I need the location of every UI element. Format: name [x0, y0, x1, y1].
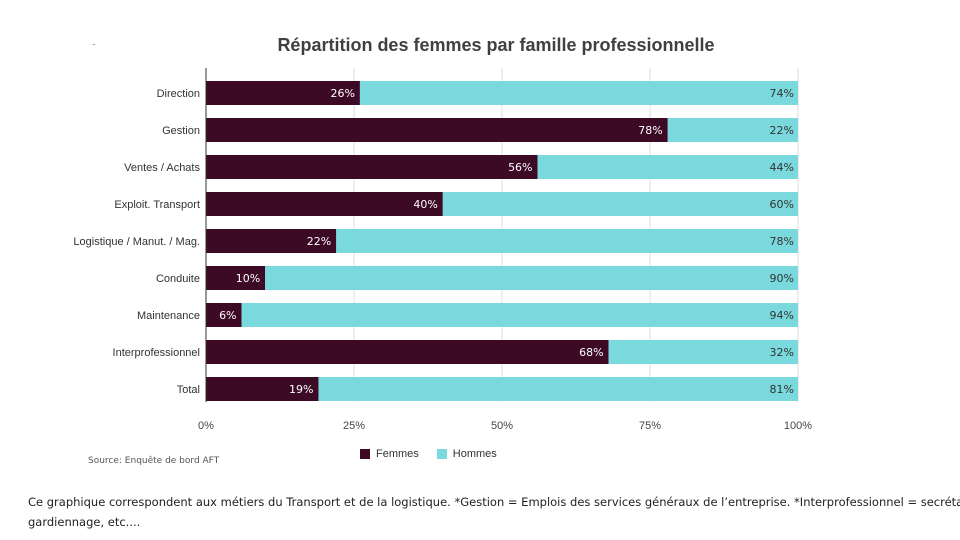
bar-chart: 0% 25% 50% 75% 100% Direction 26% 74% Gestion 78%…	[73, 68, 812, 432]
bar-femmes	[206, 340, 609, 364]
x-tick-label: 50%	[491, 420, 513, 432]
data-label: 44%	[770, 161, 794, 174]
data-label: 81%	[770, 383, 794, 396]
data-label: 6%	[219, 309, 236, 322]
category-label: Total	[177, 384, 200, 396]
bar-hommes	[537, 155, 798, 179]
data-label: 78%	[770, 235, 794, 248]
category-label: Exploit. Transport	[114, 199, 200, 211]
category-label: Logistique / Manut. / Mag.	[73, 236, 200, 248]
bar-femmes	[206, 192, 443, 216]
bar-femmes	[206, 118, 668, 142]
category-label: Ventes / Achats	[124, 162, 200, 174]
bar-hommes	[241, 303, 798, 327]
decorative-dot	[93, 44, 95, 45]
bar-femmes	[206, 303, 242, 327]
legend: Femmes Hommes	[360, 448, 497, 460]
bar-hommes	[265, 266, 798, 290]
bar-femmes	[206, 266, 266, 290]
bar-hommes	[608, 340, 798, 364]
data-label: 32%	[770, 346, 794, 359]
category-label: Maintenance	[137, 310, 200, 322]
data-label: 10%	[236, 272, 260, 285]
legend-label: Femmes	[376, 448, 419, 460]
data-label: 56%	[508, 161, 532, 174]
data-label: 74%	[770, 87, 794, 100]
bar-hommes	[442, 192, 798, 216]
category-label: Conduite	[156, 273, 200, 285]
legend-swatch-femmes	[360, 449, 370, 459]
category-label: Gestion	[162, 125, 200, 137]
data-label: 60%	[770, 198, 794, 211]
legend-label: Hommes	[452, 448, 497, 460]
x-tick-label: 75%	[639, 420, 661, 432]
data-label: 22%	[307, 235, 331, 248]
x-tick-label: 100%	[784, 420, 812, 432]
legend-item-femmes: Femmes	[360, 448, 419, 460]
data-label: 19%	[289, 383, 313, 396]
bar-femmes	[206, 81, 360, 105]
bar-femmes	[206, 377, 319, 401]
source-note: Source: Enquête de bord AFT	[88, 456, 220, 466]
bar-hommes	[667, 118, 798, 142]
data-label: 78%	[638, 124, 662, 137]
legend-swatch-hommes	[436, 449, 447, 459]
x-tick-label: 0%	[198, 420, 214, 432]
legend-item-hommes: Hommes	[436, 448, 497, 460]
bar-hommes	[359, 81, 798, 105]
bar-femmes	[206, 229, 337, 253]
data-label: 90%	[770, 272, 794, 285]
data-label: 68%	[579, 346, 603, 359]
x-tick-label: 25%	[343, 420, 365, 432]
bar-hommes	[318, 377, 798, 401]
bar-femmes	[206, 155, 538, 179]
data-label: 22%	[770, 124, 794, 137]
footnote: Ce graphique correspondent aux métiers d…	[28, 492, 960, 532]
footnote-line: gardiennage, etc....	[28, 515, 141, 529]
category-label: Interprofessionnel	[113, 347, 200, 359]
bar-hommes	[336, 229, 798, 253]
data-label: 40%	[413, 198, 437, 211]
category-label: Direction	[157, 88, 200, 100]
data-label: 94%	[770, 309, 794, 322]
data-label: 26%	[330, 87, 354, 100]
chart-title: Répartition des femmes par famille profe…	[277, 35, 715, 55]
footnote-line: Ce graphique correspondent aux métiers d…	[28, 495, 960, 509]
